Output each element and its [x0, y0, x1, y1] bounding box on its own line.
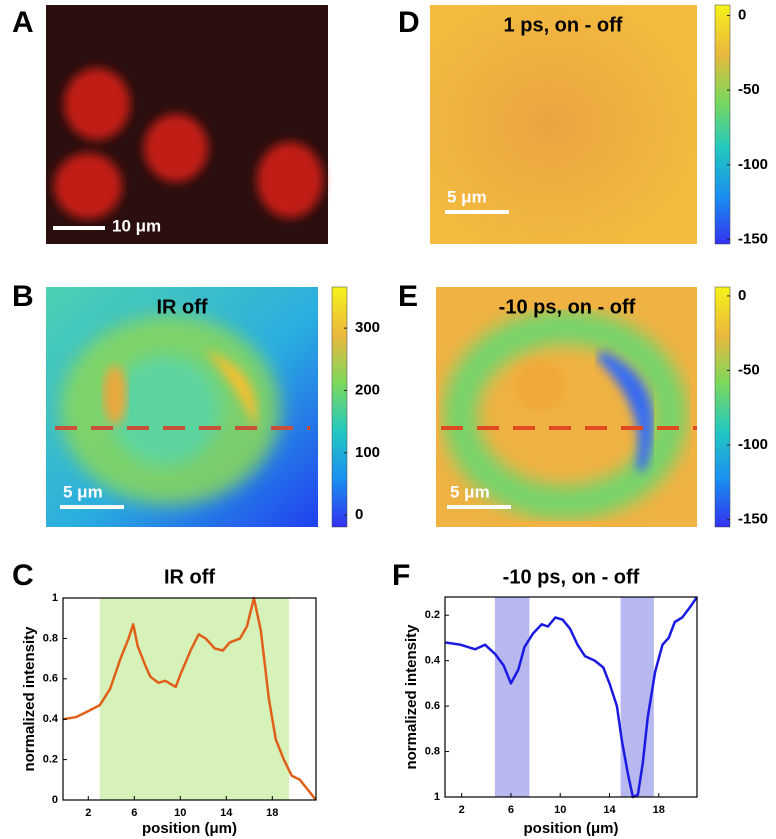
- x-tick-label: 14: [603, 804, 616, 816]
- map-feature: [443, 310, 687, 520]
- scale-bar-label: 5 μm: [447, 187, 487, 206]
- panel-b: 5 μm IR off B: [12, 280, 318, 527]
- panel-letter: B: [12, 280, 34, 313]
- colorbar-tick-label: 100: [355, 444, 380, 461]
- y-tick-label: 0.8: [425, 745, 440, 757]
- y-axis-label: normalized intensity: [403, 624, 420, 770]
- y-tick-label: 1: [52, 592, 58, 604]
- y-tick-label: 0.6: [425, 700, 440, 712]
- panel-letter: A: [12, 6, 34, 39]
- y-tick-label: 1: [434, 791, 440, 803]
- chart-title: -10 ps, on - off: [503, 566, 640, 588]
- colorbar-tick-label: -100: [738, 156, 768, 173]
- colorbar-tick-label: -100: [738, 436, 768, 453]
- y-tick-label: 0.4: [43, 713, 59, 725]
- shaded-region: [494, 597, 530, 797]
- y-tick-label: 0.6: [43, 673, 58, 685]
- colorbar-tick-label: 0: [738, 287, 746, 304]
- map-feature: [515, 360, 565, 410]
- map-feature: [205, 350, 257, 430]
- panel-d: 5 μm 1 ps, on - off D: [398, 5, 697, 244]
- panel-title: 1 ps, on - off: [504, 14, 623, 36]
- x-tick-label: 2: [459, 804, 465, 816]
- panel-title: -10 ps, on - off: [499, 296, 636, 318]
- colorbar-tick-label: -50: [738, 361, 760, 378]
- colorbar-tick-label: 200: [355, 381, 380, 398]
- y-tick-label: 0.2: [425, 609, 440, 621]
- colorbar: [714, 4, 731, 245]
- panel-title: IR off: [156, 296, 207, 318]
- scale-bar-label: 5 μm: [450, 482, 490, 501]
- panel-letter: C: [12, 559, 34, 592]
- scale-bar-label: 5 μm: [63, 482, 103, 501]
- colorbar: [714, 286, 731, 528]
- cells: [54, 68, 323, 219]
- map-feature: [596, 350, 654, 472]
- x-tick-label: 18: [266, 807, 278, 819]
- colorbar-tick-label: 300: [355, 319, 380, 336]
- plot-frame: [444, 596, 698, 798]
- plot-frame: [62, 597, 317, 801]
- data-line: [445, 596, 699, 799]
- panel-letter: F: [392, 559, 410, 592]
- x-tick-label: 2: [85, 807, 91, 819]
- y-axis-label: normalized intensity: [21, 626, 38, 772]
- y-tick-label: 0.8: [43, 632, 58, 644]
- colorbar-tick-label: -150: [738, 511, 768, 528]
- panel-a: 10 μm A: [12, 5, 328, 244]
- colorbar-tick-label: -150: [738, 230, 768, 247]
- panel-e: 5 μm -10 ps, on - off E: [398, 280, 697, 527]
- x-axis-label: position (μm): [142, 820, 237, 837]
- colorbar-tick-label: 0: [738, 6, 746, 23]
- map: [430, 5, 697, 244]
- chart-title: IR off: [164, 566, 215, 588]
- scale-bar-label: 10 μm: [112, 216, 161, 235]
- x-axis-label: position (μm): [524, 820, 619, 837]
- x-tick-label: 6: [131, 807, 137, 819]
- y-tick-label: 0.4: [425, 655, 441, 667]
- colorbar: [331, 286, 348, 528]
- x-tick-label: 6: [508, 804, 514, 816]
- x-tick-label: 10: [174, 807, 186, 819]
- x-tick-label: 18: [653, 804, 665, 816]
- panel-letter: E: [398, 280, 418, 313]
- colorbar-tick-label: 0: [355, 506, 363, 523]
- data-line: [62, 596, 317, 801]
- x-tick-label: 10: [554, 804, 566, 816]
- y-tick-label: 0.2: [43, 754, 58, 766]
- x-tick-label: 14: [220, 807, 233, 819]
- map-feature: [103, 365, 127, 425]
- map-feature: [110, 355, 220, 465]
- colorbar-tick-label: -50: [738, 81, 760, 98]
- y-tick-label: 0: [52, 794, 58, 806]
- panel-letter: D: [398, 6, 420, 39]
